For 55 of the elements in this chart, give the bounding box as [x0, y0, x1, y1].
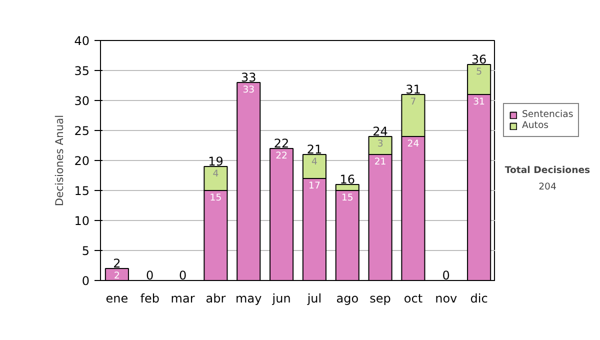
x-tick-label: oct — [404, 292, 423, 306]
bar — [270, 148, 294, 280]
y-axis-title: Decisiones Anual — [53, 114, 66, 206]
y-tick-label: 20 — [74, 154, 90, 168]
data-label: 4 — [311, 156, 318, 168]
total-label: 22 — [274, 136, 290, 150]
total-label: 36 — [471, 52, 487, 66]
y-tick-label: 30 — [74, 94, 90, 108]
legend-label: Sentencias — [522, 109, 574, 120]
y-tick-label: 5 — [82, 244, 90, 258]
text: 204 — [538, 181, 556, 192]
y-tick-label: 40 — [74, 34, 90, 48]
data-label: 4 — [212, 168, 219, 180]
bar — [236, 82, 261, 280]
total-label: 31 — [406, 82, 421, 96]
total-label: 21 — [306, 142, 322, 156]
total-label: 0 — [146, 268, 154, 282]
x-tick-label: dic — [470, 292, 488, 306]
x-tick-label: feb — [140, 292, 160, 306]
data-label: 2 — [114, 270, 120, 282]
data-label: 7 — [410, 96, 416, 108]
x-tick-label: jul — [306, 292, 322, 306]
y-tick-label: 0 — [82, 274, 90, 288]
x-tick-label: jun — [271, 292, 291, 306]
data-label: 3 — [377, 138, 384, 150]
data-label: 17 — [308, 180, 320, 192]
y-tick-label: 10 — [74, 214, 90, 228]
total-label: 33 — [240, 70, 256, 84]
y-tick-label: 15 — [74, 184, 90, 198]
x-tick-label: abr — [206, 292, 226, 306]
x-tick-label: ene — [106, 292, 128, 306]
text: Total Decisiones — [504, 165, 591, 176]
data-label: 33 — [242, 84, 255, 96]
data-label: 15 — [210, 192, 222, 204]
legend-label: Autos — [522, 120, 549, 131]
total-label: 0 — [442, 268, 450, 282]
data-label: 15 — [341, 192, 354, 204]
total-label: 24 — [372, 124, 388, 138]
data-label: 31 — [473, 96, 486, 108]
data-label: 21 — [374, 156, 386, 168]
data-label: 5 — [476, 66, 482, 78]
x-tick-label: nov — [435, 292, 458, 306]
total-label: 2 — [113, 256, 121, 270]
x-tick-label: may — [236, 292, 262, 306]
data-label: 24 — [407, 138, 420, 150]
total-label: 16 — [340, 172, 356, 186]
x-tick-label: mar — [170, 292, 195, 306]
total-label: 0 — [178, 268, 187, 282]
data-label: 22 — [276, 150, 288, 162]
x-tick-label: sep — [370, 292, 391, 306]
x-tick-label: ago — [336, 292, 359, 306]
y-tick-label: 25 — [74, 124, 90, 138]
y-tick-label: 35 — [74, 64, 90, 78]
bar — [104, 268, 129, 280]
total-label: 19 — [208, 154, 224, 168]
